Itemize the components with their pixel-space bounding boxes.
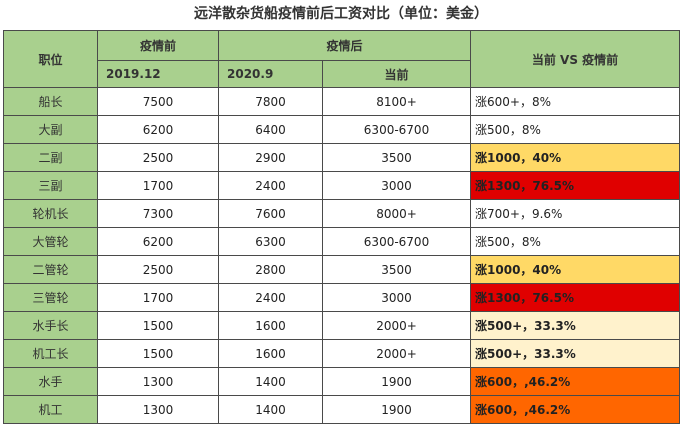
table-row: 大管轮 6200 6300 6300-6700 涨500，8%	[3, 227, 681, 256]
header-compare: 当前 VS 疫情前	[470, 30, 681, 88]
compare-cell: 涨700+，9.6%	[470, 199, 681, 228]
salary-table: 职位 疫情前 疫情后 当前 VS 疫情前 2019.12 2020.9 当前 船…	[3, 30, 681, 424]
compare-cell: 涨600+，8%	[470, 87, 681, 116]
page-title: 远洋散杂货船疫情前后工资对比（单位：美金）	[194, 6, 488, 22]
salary-current-cell: 1900	[321, 395, 472, 424]
salary-2020-cell: 7600	[218, 199, 323, 228]
salary-2020-cell: 2900	[218, 143, 323, 172]
compare-cell: 涨500，8%	[470, 115, 681, 144]
salary-current-cell: 6300-6700	[321, 227, 472, 256]
salary-2020-cell: 2400	[218, 283, 323, 312]
salary-2019-cell: 1700	[97, 171, 219, 200]
table-row: 机工长 1500 1600 2000+ 涨500+，33.3%	[3, 339, 681, 368]
compare-cell: 涨500+，33.3%	[470, 311, 681, 340]
table-row: 船长 7500 7800 8100+ 涨600+，8%	[3, 87, 681, 116]
salary-current-cell: 3500	[321, 255, 472, 284]
salary-current-cell: 3000	[321, 283, 472, 312]
compare-cell: 涨500，8%	[470, 227, 681, 256]
table-row: 水手 1300 1400 1900 涨600，,46.2%	[3, 367, 681, 396]
table-row: 二副 2500 2900 3500 涨1000，40%	[3, 143, 681, 172]
salary-2019-cell: 2500	[97, 143, 219, 172]
salary-current-cell: 3500	[321, 143, 472, 172]
header-date-2019: 2019.12	[97, 60, 219, 88]
table-row: 三管轮 1700 2400 3000 涨1300，76.5%	[3, 283, 681, 312]
salary-2020-cell: 1400	[218, 395, 323, 424]
salary-2019-cell: 1300	[97, 395, 219, 424]
position-cell: 水手长	[3, 311, 98, 340]
table-row: 三副 1700 2400 3000 涨1300，76.5%	[3, 171, 681, 200]
table-row: 水手长 1500 1600 2000+ 涨500+，33.3%	[3, 311, 681, 340]
salary-2020-cell: 1600	[218, 339, 323, 368]
header-row-2: 2019.12 2020.9 当前	[4, 60, 680, 88]
salary-2020-cell: 1400	[218, 367, 323, 396]
salary-current-cell: 1900	[321, 367, 472, 396]
salary-current-cell: 8000+	[321, 199, 472, 228]
position-cell: 大管轮	[3, 227, 98, 256]
salary-2019-cell: 1500	[97, 339, 219, 368]
table-row: 大副 6200 6400 6300-6700 涨500，8%	[3, 115, 681, 144]
header-row-1: 职位 疫情前 疫情后 当前 VS 疫情前	[3, 30, 681, 88]
table-row: 机工 1300 1400 1900 涨600，,46.2%	[3, 395, 681, 424]
position-cell: 二副	[3, 143, 98, 172]
compare-cell: 涨600，,46.2%	[470, 367, 681, 396]
header-before: 疫情前	[97, 30, 219, 61]
salary-2020-cell: 1600	[218, 311, 323, 340]
header-after: 疫情后	[217, 30, 472, 61]
salary-current-cell: 2000+	[321, 339, 472, 368]
salary-2019-cell: 1300	[97, 367, 219, 396]
position-cell: 二管轮	[3, 255, 98, 284]
salary-2019-cell: 6200	[97, 227, 219, 256]
header-date-2020: 2020.9	[218, 60, 323, 88]
position-cell: 船长	[3, 87, 98, 116]
salary-2020-cell: 7800	[218, 87, 323, 116]
position-cell: 机工	[3, 395, 98, 424]
salary-2019-cell: 7500	[97, 87, 219, 116]
compare-cell: 涨1000，40%	[470, 143, 681, 172]
compare-cell: 涨1300，76.5%	[470, 283, 681, 312]
table-row: 轮机长 7300 7600 8000+ 涨700+，9.6%	[3, 199, 681, 228]
salary-current-cell: 3000	[321, 171, 472, 200]
salary-2019-cell: 1500	[97, 311, 219, 340]
salary-current-cell: 8100+	[321, 87, 472, 116]
salary-2020-cell: 6400	[218, 115, 323, 144]
position-cell: 机工长	[3, 339, 98, 368]
position-cell: 三管轮	[3, 283, 98, 312]
table-row: 二管轮 2500 2800 3500 涨1000，40%	[3, 255, 681, 284]
salary-2019-cell: 1700	[97, 283, 219, 312]
compare-cell: 涨600，,46.2%	[470, 395, 681, 424]
compare-cell: 涨500+，33.3%	[470, 339, 681, 368]
position-cell: 大副	[3, 115, 98, 144]
salary-current-cell: 2000+	[321, 311, 472, 340]
salary-2019-cell: 6200	[97, 115, 219, 144]
header-position: 职位	[3, 30, 98, 88]
salary-2020-cell: 2800	[218, 255, 323, 284]
position-cell: 水手	[3, 367, 98, 396]
header-current: 当前	[321, 60, 472, 88]
compare-cell: 涨1300，76.5%	[470, 171, 681, 200]
position-cell: 轮机长	[3, 199, 98, 228]
position-cell: 三副	[3, 171, 98, 200]
salary-current-cell: 6300-6700	[321, 115, 472, 144]
compare-cell: 涨1000，40%	[470, 255, 681, 284]
salary-2019-cell: 7300	[97, 199, 219, 228]
salary-2019-cell: 2500	[97, 255, 219, 284]
salary-2020-cell: 6300	[218, 227, 323, 256]
salary-2020-cell: 2400	[218, 171, 323, 200]
